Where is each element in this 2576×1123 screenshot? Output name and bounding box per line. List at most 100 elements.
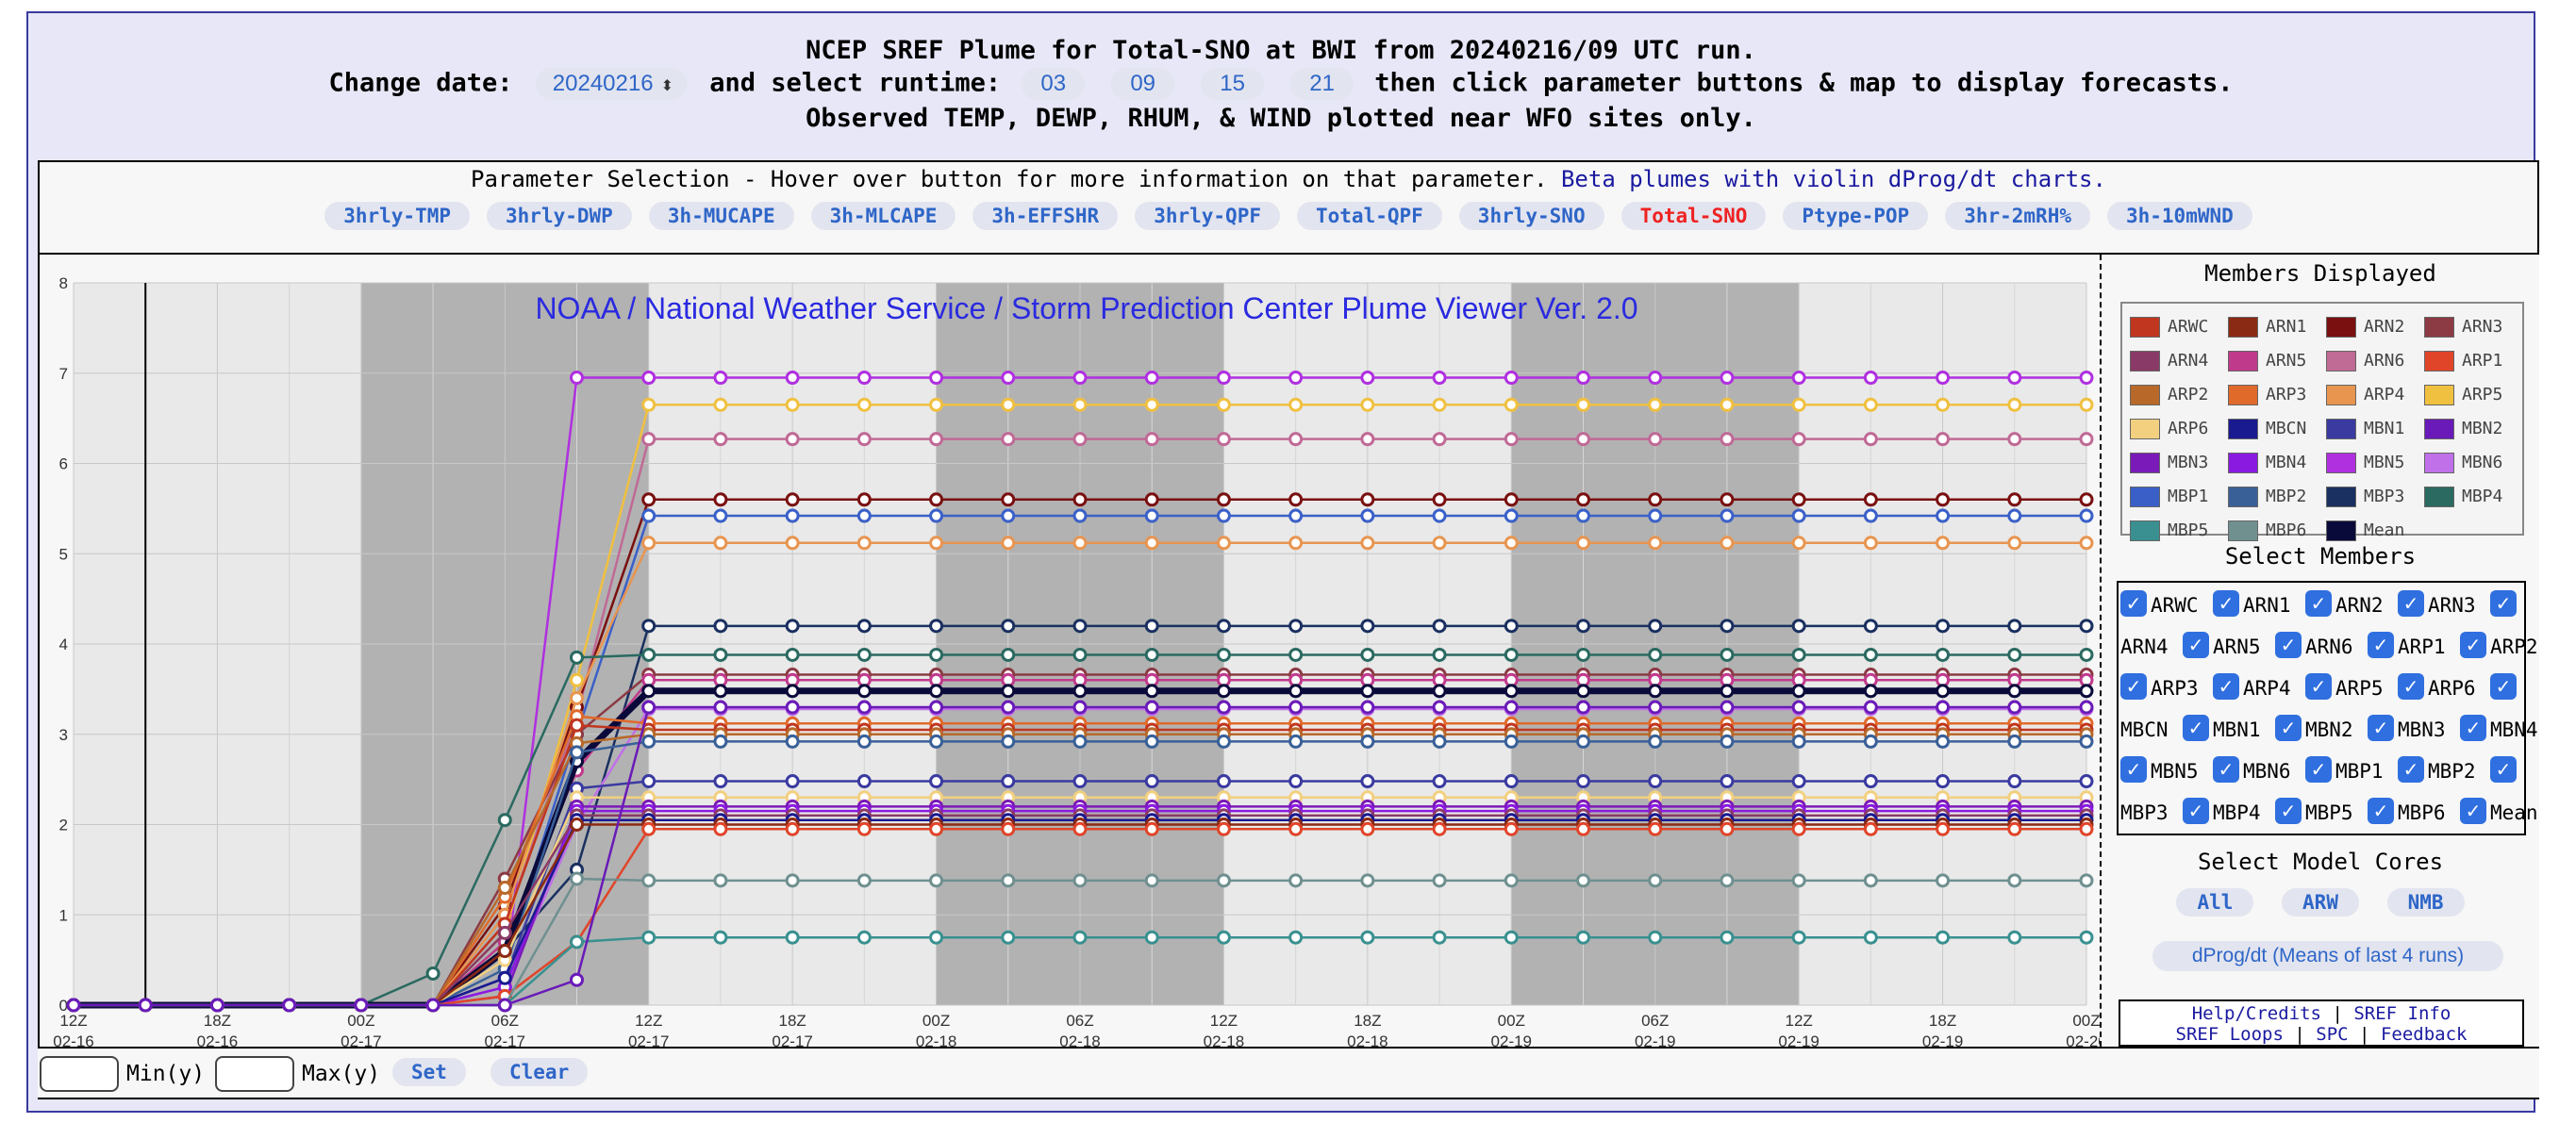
param-button-3h-mucape[interactable]: 3h-MUCAPE xyxy=(648,202,794,230)
member-checkbox-wrap: ✓ xyxy=(2368,632,2394,658)
member-checkbox[interactable]: ✓ xyxy=(2120,590,2147,617)
data-point xyxy=(2007,432,2022,447)
data-point xyxy=(1648,700,1663,715)
data-point xyxy=(497,944,512,959)
data-point xyxy=(1072,619,1088,634)
member-checkbox[interactable]: ✓ xyxy=(2120,673,2147,700)
member-checkbox[interactable]: ✓ xyxy=(2460,798,2486,824)
member-checkbox[interactable]: ✓ xyxy=(2183,715,2209,741)
member-checkbox[interactable]: ✓ xyxy=(2460,632,2486,658)
data-point xyxy=(1504,821,1519,836)
member-checkbox[interactable]: ✓ xyxy=(2183,632,2209,658)
data-point xyxy=(2007,684,2022,699)
member-checkbox[interactable]: ✓ xyxy=(2275,632,2302,658)
sref-info-link[interactable]: SREF Info xyxy=(2353,1003,2451,1024)
y-tick-label: 5 xyxy=(59,545,68,563)
member-checkbox[interactable]: ✓ xyxy=(2275,798,2302,824)
param-button-3h-10mwnd[interactable]: 3h-10mWND xyxy=(2106,202,2252,230)
param-button-3h-mlcape[interactable]: 3h-MLCAPE xyxy=(810,202,956,230)
member-label: ARWC xyxy=(2151,594,2199,617)
data-point xyxy=(1072,930,1088,945)
legend-swatch xyxy=(2424,419,2454,439)
member-checkbox[interactable]: ✓ xyxy=(2398,590,2424,617)
data-point xyxy=(856,492,872,507)
select-cores-title: Select Model Cores xyxy=(2197,849,2444,875)
data-point xyxy=(1072,492,1088,507)
member-checkbox[interactable]: ✓ xyxy=(2213,673,2239,700)
sref-loops-link[interactable]: SREF Loops xyxy=(2175,1024,2284,1045)
param-button-total-sno[interactable]: Total-SNO xyxy=(1620,202,1767,230)
member-checkbox[interactable]: ✓ xyxy=(2305,756,2332,783)
x-tick-date: 02-18 xyxy=(1347,1032,1388,1047)
param-button-3hrly-qpf[interactable]: 3hrly-QPF xyxy=(1135,202,1280,230)
data-point xyxy=(1936,371,1951,386)
data-point xyxy=(1791,821,1806,836)
member-checkbox[interactable]: ✓ xyxy=(2213,590,2239,617)
member-checkbox[interactable]: ✓ xyxy=(2368,632,2394,658)
runtime-09-button[interactable]: 09 xyxy=(1111,68,1175,100)
param-button-3hrly-dwp[interactable]: 3hrly-DWP xyxy=(487,202,632,230)
param-button-3h-effshr[interactable]: 3h-EFFSHR xyxy=(972,202,1119,230)
member-checkbox[interactable]: ✓ xyxy=(2183,798,2209,824)
runtime-03-button[interactable]: 03 xyxy=(1022,68,1086,100)
feedback-link[interactable]: Feedback xyxy=(2380,1024,2468,1045)
member-checkbox[interactable]: ✓ xyxy=(2213,756,2239,783)
member-checkbox[interactable]: ✓ xyxy=(2490,590,2517,617)
clear-button[interactable]: Clear xyxy=(490,1058,589,1086)
data-point xyxy=(856,397,872,412)
data-point xyxy=(1001,371,1016,386)
dprog-dt-button[interactable]: dProg/dt (Means of last 4 runs) xyxy=(2152,941,2503,971)
help-credits-link[interactable]: Help/Credits xyxy=(2191,1003,2321,1024)
param-button-3hrly-sno[interactable]: 3hrly-SNO xyxy=(1458,202,1604,230)
param-button-ptype-pop[interactable]: Ptype-POP xyxy=(1783,202,1929,230)
plume-chart[interactable]: 0 1 2 3 4 5 6 7 8 12Z 02-16 18Z 02-16 00Z 02-17 06Z 02-1… xyxy=(40,255,2106,1050)
data-point xyxy=(1720,432,1735,447)
data-point xyxy=(570,871,584,886)
member-checkbox[interactable]: ✓ xyxy=(2398,673,2424,700)
member-checkbox[interactable]: ✓ xyxy=(2490,756,2517,783)
min-y-input[interactable] xyxy=(40,1056,119,1092)
data-point xyxy=(2007,873,2022,888)
data-point xyxy=(1288,821,1304,836)
member-checkbox[interactable]: ✓ xyxy=(2120,756,2147,783)
date-select[interactable]: 20240216 ⬍ xyxy=(535,68,687,100)
param-button-total-qpf[interactable]: Total-QPF xyxy=(1297,202,1442,230)
data-point xyxy=(1504,536,1519,551)
data-point xyxy=(713,432,728,447)
data-point xyxy=(1432,684,1447,699)
data-point xyxy=(138,998,153,1013)
plume-chart-area[interactable]: 0 1 2 3 4 5 6 7 8 12Z 02-16 18Z 02-16 00Z 02-17 06Z 02-1… xyxy=(38,255,2107,1050)
member-checkbox[interactable]: ✓ xyxy=(2460,715,2486,741)
data-point xyxy=(1504,371,1519,386)
axis-range-bar: Min(y) Max(y) Set Clear xyxy=(38,1047,2539,1099)
beta-plumes-link[interactable]: Beta plumes with violin dProg/dt charts. xyxy=(1560,166,2106,192)
member-label: MBN3 xyxy=(2398,718,2446,741)
core-all-button[interactable]: All xyxy=(2176,888,2254,917)
param-button-3hrly-tmp[interactable]: 3hrly-TMP xyxy=(324,202,471,230)
member-checkbox[interactable]: ✓ xyxy=(2305,590,2332,617)
member-label: ARP5 xyxy=(2335,677,2384,700)
member-checkbox[interactable]: ✓ xyxy=(2275,715,2302,741)
member-checkbox[interactable]: ✓ xyxy=(2490,673,2517,700)
runtime-21-button[interactable]: 21 xyxy=(1290,68,1354,100)
param-button-3hr-2mrh-[interactable]: 3hr-2mRH% xyxy=(1945,202,2090,230)
spc-link[interactable]: SPC xyxy=(2316,1024,2349,1045)
max-y-input[interactable] xyxy=(215,1056,294,1092)
member-checkbox[interactable]: ✓ xyxy=(2368,715,2394,741)
data-point xyxy=(929,647,944,662)
legend-swatch xyxy=(2228,520,2258,541)
date-runtime-row: Change date: 20240216 ⬍ and select runtim… xyxy=(28,68,2534,100)
data-point xyxy=(1432,371,1447,386)
data-point xyxy=(1863,684,1878,699)
data-point xyxy=(425,998,440,1013)
member-checkbox[interactable]: ✓ xyxy=(2305,673,2332,700)
member-checkbox[interactable]: ✓ xyxy=(2368,798,2394,824)
member-checkbox[interactable]: ✓ xyxy=(2398,756,2424,783)
set-button[interactable]: Set xyxy=(392,1058,466,1086)
core-arw-button[interactable]: ARW xyxy=(2282,888,2359,917)
data-point xyxy=(713,647,728,662)
core-nmb-button[interactable]: NMB xyxy=(2386,888,2465,917)
member-checkbox-wrap: ✓ xyxy=(2275,798,2302,824)
data-point xyxy=(209,998,224,1013)
runtime-15-button[interactable]: 15 xyxy=(1201,68,1264,100)
